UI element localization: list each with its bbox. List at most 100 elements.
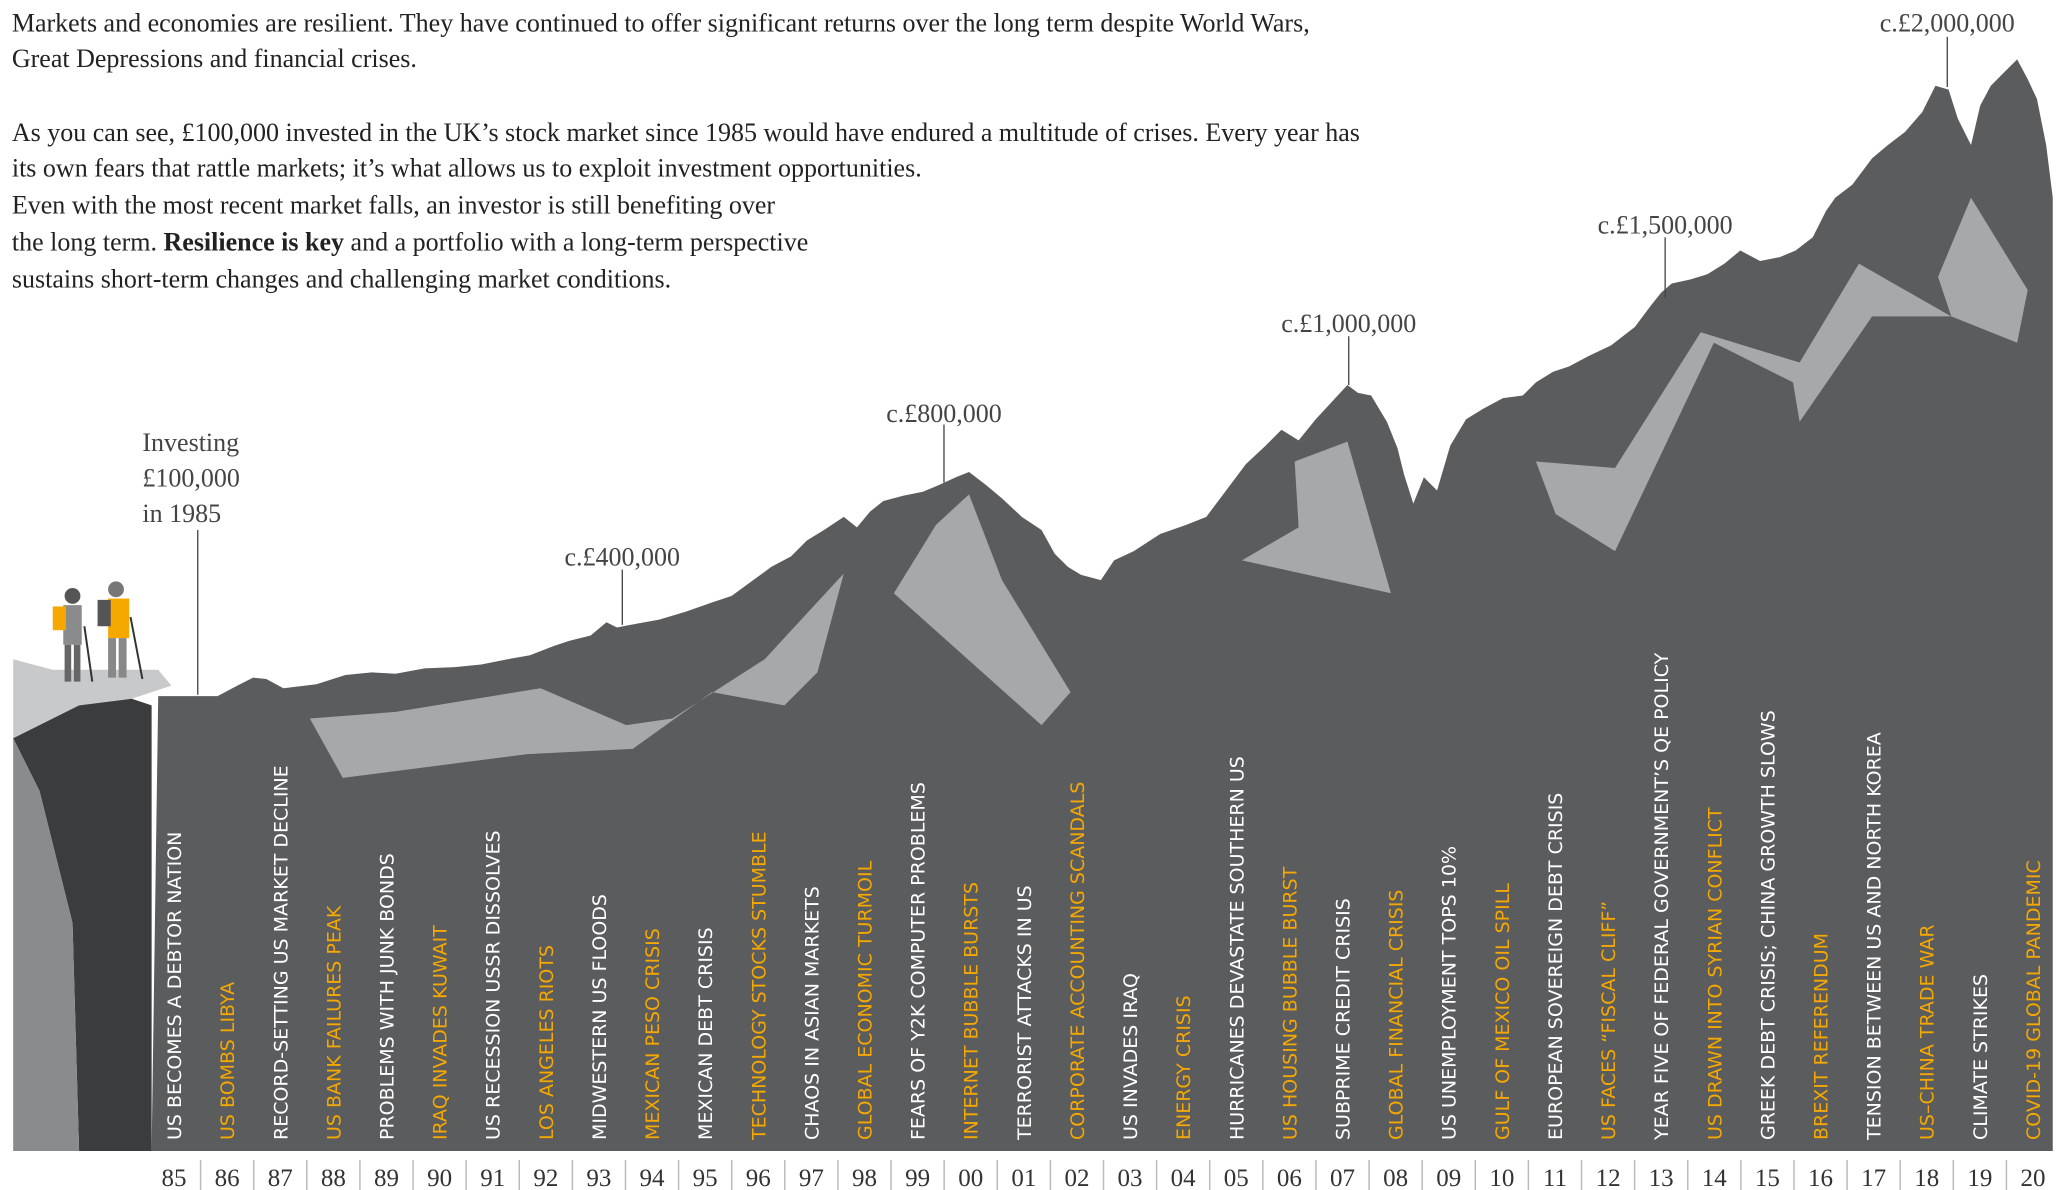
event-label: US RECESSION USSR DISSOLVES xyxy=(483,830,505,1140)
event-label: GLOBAL ECONOMIC TURMOIL xyxy=(854,860,876,1140)
year-label: 09 xyxy=(1436,1165,1461,1190)
event-label: RECORD-SETTING US MARKET DECLINE xyxy=(270,765,292,1140)
cliff-top xyxy=(13,659,172,739)
intro-line: Markets and economies are resilient. The… xyxy=(12,9,1310,38)
event-label: US BANK FAILURES PEAK xyxy=(323,905,345,1140)
peak-label: c.£800,000 xyxy=(886,399,1002,428)
peak-label: c.£1,500,000 xyxy=(1598,210,1733,239)
event-label: MEXICAN PESO CRISIS xyxy=(642,928,664,1140)
cliff-shadow xyxy=(13,738,80,1151)
year-label: 01 xyxy=(1011,1165,1036,1190)
light-patch xyxy=(309,573,844,778)
event-label: MEXICAN DEBT CRISIS xyxy=(695,927,717,1140)
event-label: SUBPRIME CREDIT CRISIS xyxy=(1333,898,1355,1140)
start-label: in 1985 xyxy=(142,499,221,528)
event-label: TENSION BETWEEN US AND NORTH KOREA xyxy=(1864,732,1886,1141)
event-label: PROBLEMS WITH JUNK BONDS xyxy=(376,853,398,1140)
year-label: 18 xyxy=(1914,1165,1939,1190)
year-label: 86 xyxy=(215,1165,240,1190)
year-label: 17 xyxy=(1861,1165,1886,1190)
year-label: 07 xyxy=(1330,1165,1355,1190)
event-label: US INVADES IRAQ xyxy=(1120,973,1142,1140)
event-label: US–CHINA TRADE WAR xyxy=(1917,924,1939,1140)
event-label: US BOMBS LIBYA xyxy=(217,982,239,1140)
peak-label: c.£1,000,000 xyxy=(1281,309,1416,338)
event-label: CLIMATE STRIKES xyxy=(1970,974,1992,1140)
event-label: ENERGY CRISIS xyxy=(1173,995,1195,1140)
event-label: US UNEMPLOYMENT TOPS 10% xyxy=(1439,846,1461,1140)
year-label: 02 xyxy=(1064,1165,1089,1190)
event-label: GULF OF MEXICO OIL SPILL xyxy=(1492,883,1514,1140)
year-label: 00 xyxy=(958,1165,983,1190)
event-label: TECHNOLOGY STOCKS STUMBLE xyxy=(748,831,770,1141)
mountain-art xyxy=(13,36,2053,1151)
year-label: 08 xyxy=(1383,1165,1408,1190)
year-label: 03 xyxy=(1118,1165,1143,1190)
event-label: LOS ANGELES RIOTS xyxy=(536,945,558,1140)
event-label: COVID-19 GLOBAL PANDEMIC xyxy=(2023,860,2045,1140)
event-label: YEAR FIVE OF FEDERAL GOVERNMENT’S QE POL… xyxy=(1651,652,1673,1141)
year-label: 92 xyxy=(533,1165,558,1190)
year-label: 88 xyxy=(321,1165,346,1190)
year-label: 10 xyxy=(1489,1165,1514,1190)
event-label: BREXIT REFERENDUM xyxy=(1811,933,1833,1140)
year-label: 14 xyxy=(1702,1165,1728,1190)
event-label: TERRORIST ATTACKS IN US xyxy=(1014,885,1036,1141)
event-label: INTERNET BUBBLE BURSTS xyxy=(961,882,983,1140)
year-label: 95 xyxy=(693,1165,718,1190)
event-label: MIDWESTERN US FLOODS xyxy=(589,894,611,1140)
year-label: 89 xyxy=(374,1165,399,1190)
year-label: 19 xyxy=(1967,1165,1992,1190)
start-label: £100,000 xyxy=(142,463,240,492)
event-label: EUROPEAN SOVEREIGN DEBT CRISIS xyxy=(1545,793,1567,1140)
intro-line: Great Depressions and financial crises. xyxy=(12,44,417,73)
event-label: HURRICANES DEVASTATE SOUTHERN US xyxy=(1226,756,1248,1140)
start-label: Investing xyxy=(142,428,239,457)
mountain xyxy=(151,59,2053,1151)
year-label: 99 xyxy=(905,1165,930,1190)
peak-label: c.£400,000 xyxy=(565,543,681,572)
event-label: CHAOS IN ASIAN MARKETS xyxy=(801,886,823,1140)
leader-lines xyxy=(197,36,1948,695)
year-label: 98 xyxy=(852,1165,877,1190)
light-patch xyxy=(893,494,1071,726)
event-label: FEARS OF Y2K COMPUTER PROBLEMS xyxy=(908,782,930,1140)
peak-label: c.£2,000,000 xyxy=(1880,9,2015,38)
year-label: 05 xyxy=(1224,1165,1249,1190)
year-label: 16 xyxy=(1808,1165,1833,1190)
cliff-face xyxy=(13,698,152,1151)
year-label: 96 xyxy=(746,1165,771,1190)
year-label: 90 xyxy=(427,1165,452,1190)
year-label: 13 xyxy=(1649,1165,1674,1190)
event-label: US HOUSING BUBBLE BURST xyxy=(1279,866,1301,1140)
event-label: GLOBAL FINANCIAL CRISIS xyxy=(1386,890,1408,1141)
light-patch xyxy=(1535,197,2028,552)
event-label: US BECOMES A DEBTOR NATION xyxy=(164,832,186,1140)
year-label: 85 xyxy=(162,1165,187,1190)
light-patch xyxy=(1241,441,1391,594)
intro-line: sustains short-term changes and challeng… xyxy=(12,264,671,293)
year-label: 93 xyxy=(586,1165,611,1190)
intro-line: Even with the most recent market falls, … xyxy=(12,191,776,220)
intro-text: the long term. xyxy=(12,227,164,256)
year-label: 11 xyxy=(1543,1165,1567,1190)
year-label: 04 xyxy=(1171,1165,1197,1190)
event-label: US FACES “FISCAL CLIFF” xyxy=(1598,901,1620,1140)
year-label: 06 xyxy=(1277,1165,1302,1190)
year-label: 12 xyxy=(1596,1165,1621,1190)
intro-line: As you can see, £100,000 invested in the… xyxy=(12,118,1360,147)
year-label: 94 xyxy=(640,1165,666,1190)
intro-text: and a portfolio with a long-term perspec… xyxy=(344,227,808,256)
intro-bold: Resilience is key xyxy=(164,227,345,256)
hikers xyxy=(52,581,144,682)
intro-line: its own fears that rattle markets; it’s … xyxy=(12,154,922,183)
year-label: 87 xyxy=(268,1165,293,1190)
year-label: 15 xyxy=(1755,1165,1780,1190)
event-label: US DRAWN INTO SYRIAN CONFLICT xyxy=(1704,807,1726,1140)
event-label: IRAQ INVADES KUWAIT xyxy=(430,925,452,1140)
event-label: GREEK DEBT CRISIS; CHINA GROWTH SLOWS xyxy=(1757,710,1779,1140)
year-label: 91 xyxy=(480,1165,505,1190)
year-label: 97 xyxy=(799,1165,824,1190)
intro-line: the long term. Resilience is key and a p… xyxy=(12,227,808,256)
